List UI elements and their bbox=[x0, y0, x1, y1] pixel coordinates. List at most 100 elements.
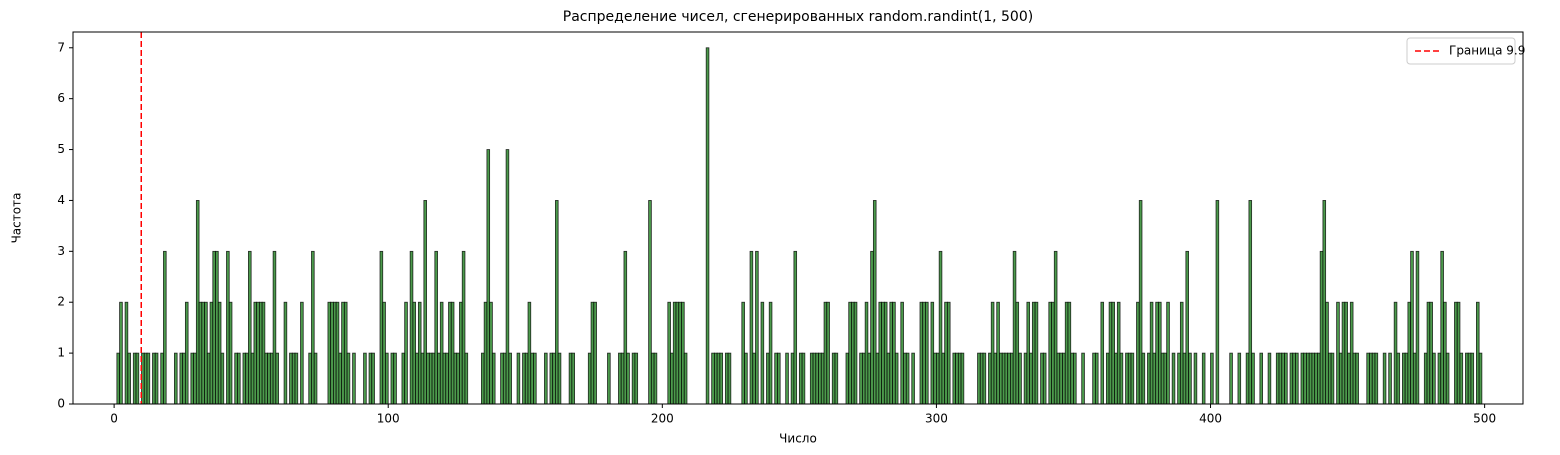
bar bbox=[1369, 352, 1373, 405]
bar bbox=[1179, 301, 1184, 405]
bar bbox=[1459, 352, 1464, 405]
bar bbox=[237, 352, 241, 405]
bar bbox=[420, 352, 425, 405]
bar bbox=[653, 352, 658, 405]
bar bbox=[1023, 352, 1028, 405]
y-tick-label: 6 bbox=[57, 91, 65, 105]
bar bbox=[938, 250, 943, 405]
legend-label: Граница 9.9 bbox=[1449, 44, 1525, 58]
bar bbox=[1031, 301, 1036, 405]
bar bbox=[1007, 352, 1011, 405]
bar bbox=[1059, 352, 1063, 405]
bar bbox=[716, 352, 721, 405]
bar bbox=[1185, 250, 1189, 405]
x-tick-label: 0 bbox=[110, 412, 118, 426]
bar bbox=[154, 352, 159, 405]
bar bbox=[1341, 301, 1346, 405]
bar bbox=[434, 250, 438, 405]
bar bbox=[1352, 352, 1357, 405]
chart-title: Распределение чисел, сгенерированных ran… bbox=[563, 9, 1033, 25]
bar bbox=[919, 301, 924, 405]
bar bbox=[1292, 352, 1296, 405]
bar bbox=[894, 352, 899, 405]
bar bbox=[261, 301, 266, 405]
y-tick-label: 5 bbox=[57, 142, 65, 156]
bar bbox=[330, 301, 334, 405]
bar bbox=[1319, 250, 1324, 405]
bar bbox=[1064, 301, 1069, 405]
bar bbox=[590, 301, 595, 405]
bar bbox=[1347, 352, 1351, 405]
bar bbox=[881, 301, 885, 405]
x-tick-label: 100 bbox=[377, 412, 400, 426]
bar bbox=[1018, 352, 1022, 405]
bar bbox=[1366, 352, 1370, 405]
bar bbox=[809, 352, 814, 405]
bar bbox=[752, 352, 756, 405]
bar bbox=[1100, 301, 1105, 405]
y-tick-label: 1 bbox=[57, 346, 65, 360]
bar bbox=[1182, 352, 1187, 405]
bar bbox=[338, 352, 343, 405]
bar bbox=[1048, 301, 1052, 405]
bar bbox=[1275, 352, 1280, 405]
bar bbox=[1073, 352, 1077, 405]
bar bbox=[195, 200, 200, 405]
bar bbox=[393, 352, 397, 405]
y-tick-label: 0 bbox=[57, 397, 65, 411]
y-axis-label: Частота bbox=[10, 193, 24, 244]
bar bbox=[1401, 352, 1406, 405]
bar bbox=[749, 250, 754, 405]
bar bbox=[867, 352, 872, 405]
y-tick-label: 2 bbox=[57, 295, 65, 309]
bar bbox=[892, 301, 896, 405]
bar bbox=[160, 352, 164, 405]
bar bbox=[1081, 352, 1085, 405]
bar bbox=[1116, 301, 1121, 405]
bar bbox=[481, 352, 485, 405]
bar bbox=[1248, 200, 1253, 405]
bar bbox=[793, 250, 798, 405]
bar bbox=[1015, 301, 1020, 405]
bar bbox=[486, 149, 491, 405]
bar bbox=[245, 352, 249, 405]
bar bbox=[568, 352, 573, 405]
bar bbox=[439, 301, 444, 405]
bar bbox=[1201, 352, 1206, 405]
bar bbox=[552, 352, 556, 405]
bar bbox=[878, 301, 883, 405]
bar bbox=[459, 301, 463, 405]
bar bbox=[755, 250, 759, 405]
bar bbox=[872, 200, 877, 405]
bar bbox=[1042, 352, 1047, 405]
bar bbox=[1125, 352, 1129, 405]
bar bbox=[500, 352, 504, 405]
bar bbox=[675, 301, 680, 405]
bar bbox=[905, 352, 910, 405]
bar bbox=[719, 352, 724, 405]
bar bbox=[1317, 352, 1321, 405]
bar bbox=[215, 250, 219, 405]
bar bbox=[242, 352, 247, 405]
bar bbox=[209, 301, 214, 405]
bar bbox=[1029, 352, 1033, 405]
bar bbox=[672, 301, 677, 405]
bar bbox=[258, 301, 263, 405]
bar bbox=[681, 301, 685, 405]
bar bbox=[264, 352, 269, 405]
bar bbox=[508, 352, 512, 405]
bar bbox=[1336, 301, 1340, 405]
bar bbox=[900, 301, 904, 405]
bar bbox=[1259, 352, 1264, 405]
bar bbox=[204, 301, 208, 405]
bar bbox=[220, 352, 225, 405]
bar bbox=[1289, 352, 1294, 405]
bar bbox=[1053, 250, 1058, 405]
bar bbox=[1410, 250, 1414, 405]
bar bbox=[431, 352, 436, 405]
bar bbox=[1306, 352, 1310, 405]
bar bbox=[979, 352, 984, 405]
bar bbox=[132, 352, 137, 405]
bar bbox=[464, 352, 469, 405]
x-axis-label: Число bbox=[779, 432, 817, 446]
